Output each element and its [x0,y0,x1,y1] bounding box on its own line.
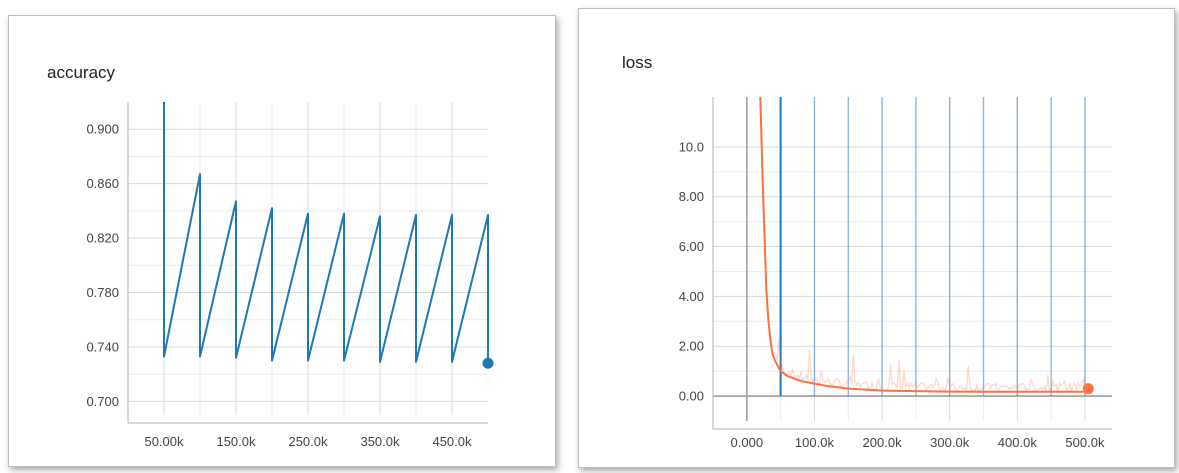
x-tick-label: 100.0k [795,435,835,450]
y-tick-label: 0.900 [86,122,119,137]
chart-title: loss [622,53,653,72]
y-tick-label: 0.700 [86,394,119,409]
series-line [759,96,1089,393]
y-tick-label: 0.860 [86,176,119,191]
x-tick-label: 0.000 [731,435,764,450]
series-end-marker [1082,383,1094,395]
accuracy-chart-panel: accuracy 0.700 0.740 0.780 0.820 0.860 0.900 5… [8,15,556,467]
y-tick-label: 2.00 [679,339,704,354]
series-end-marker [482,357,494,369]
loss-raw-line [773,337,1086,394]
chart-title: accuracy [47,63,116,82]
y-tick-label: 8.00 [679,189,704,204]
y-tick-label: 0.780 [86,285,119,300]
x-tick-label: 350.0k [360,434,400,449]
y-tick-label: 4.00 [679,289,704,304]
x-tick-label: 400.0k [998,435,1038,450]
y-tick-label: 0.820 [86,231,119,246]
x-tick-label: 150.0k [216,434,256,449]
y-tick-label: 0.740 [86,339,119,354]
y-tick-label: 0.00 [679,389,704,404]
x-tick-label: 500.0k [1065,435,1105,450]
loss-chart: 0.00 2.00 4.00 6.00 8.00 10.0 0.000 100.0k 200.0… [679,96,1112,450]
x-tick-label: 300.0k [930,435,970,450]
x-tick-label: 200.0k [863,435,903,450]
x-tick-label: 250.0k [288,434,328,449]
x-tick-label: 450.0k [432,434,472,449]
series-line [163,102,489,364]
x-tick-label: 50.00k [144,434,184,449]
loss-chart-panel: loss 0.00 2.00 4.00 6.00 8.00 10.0 0.000 100.0k… [578,8,1175,468]
accuracy-chart: 0.700 0.740 0.780 0.820 0.860 0.900 50.00k 150.… [86,102,494,449]
y-tick-label: 10.0 [679,139,704,154]
y-tick-label: 6.00 [679,239,704,254]
